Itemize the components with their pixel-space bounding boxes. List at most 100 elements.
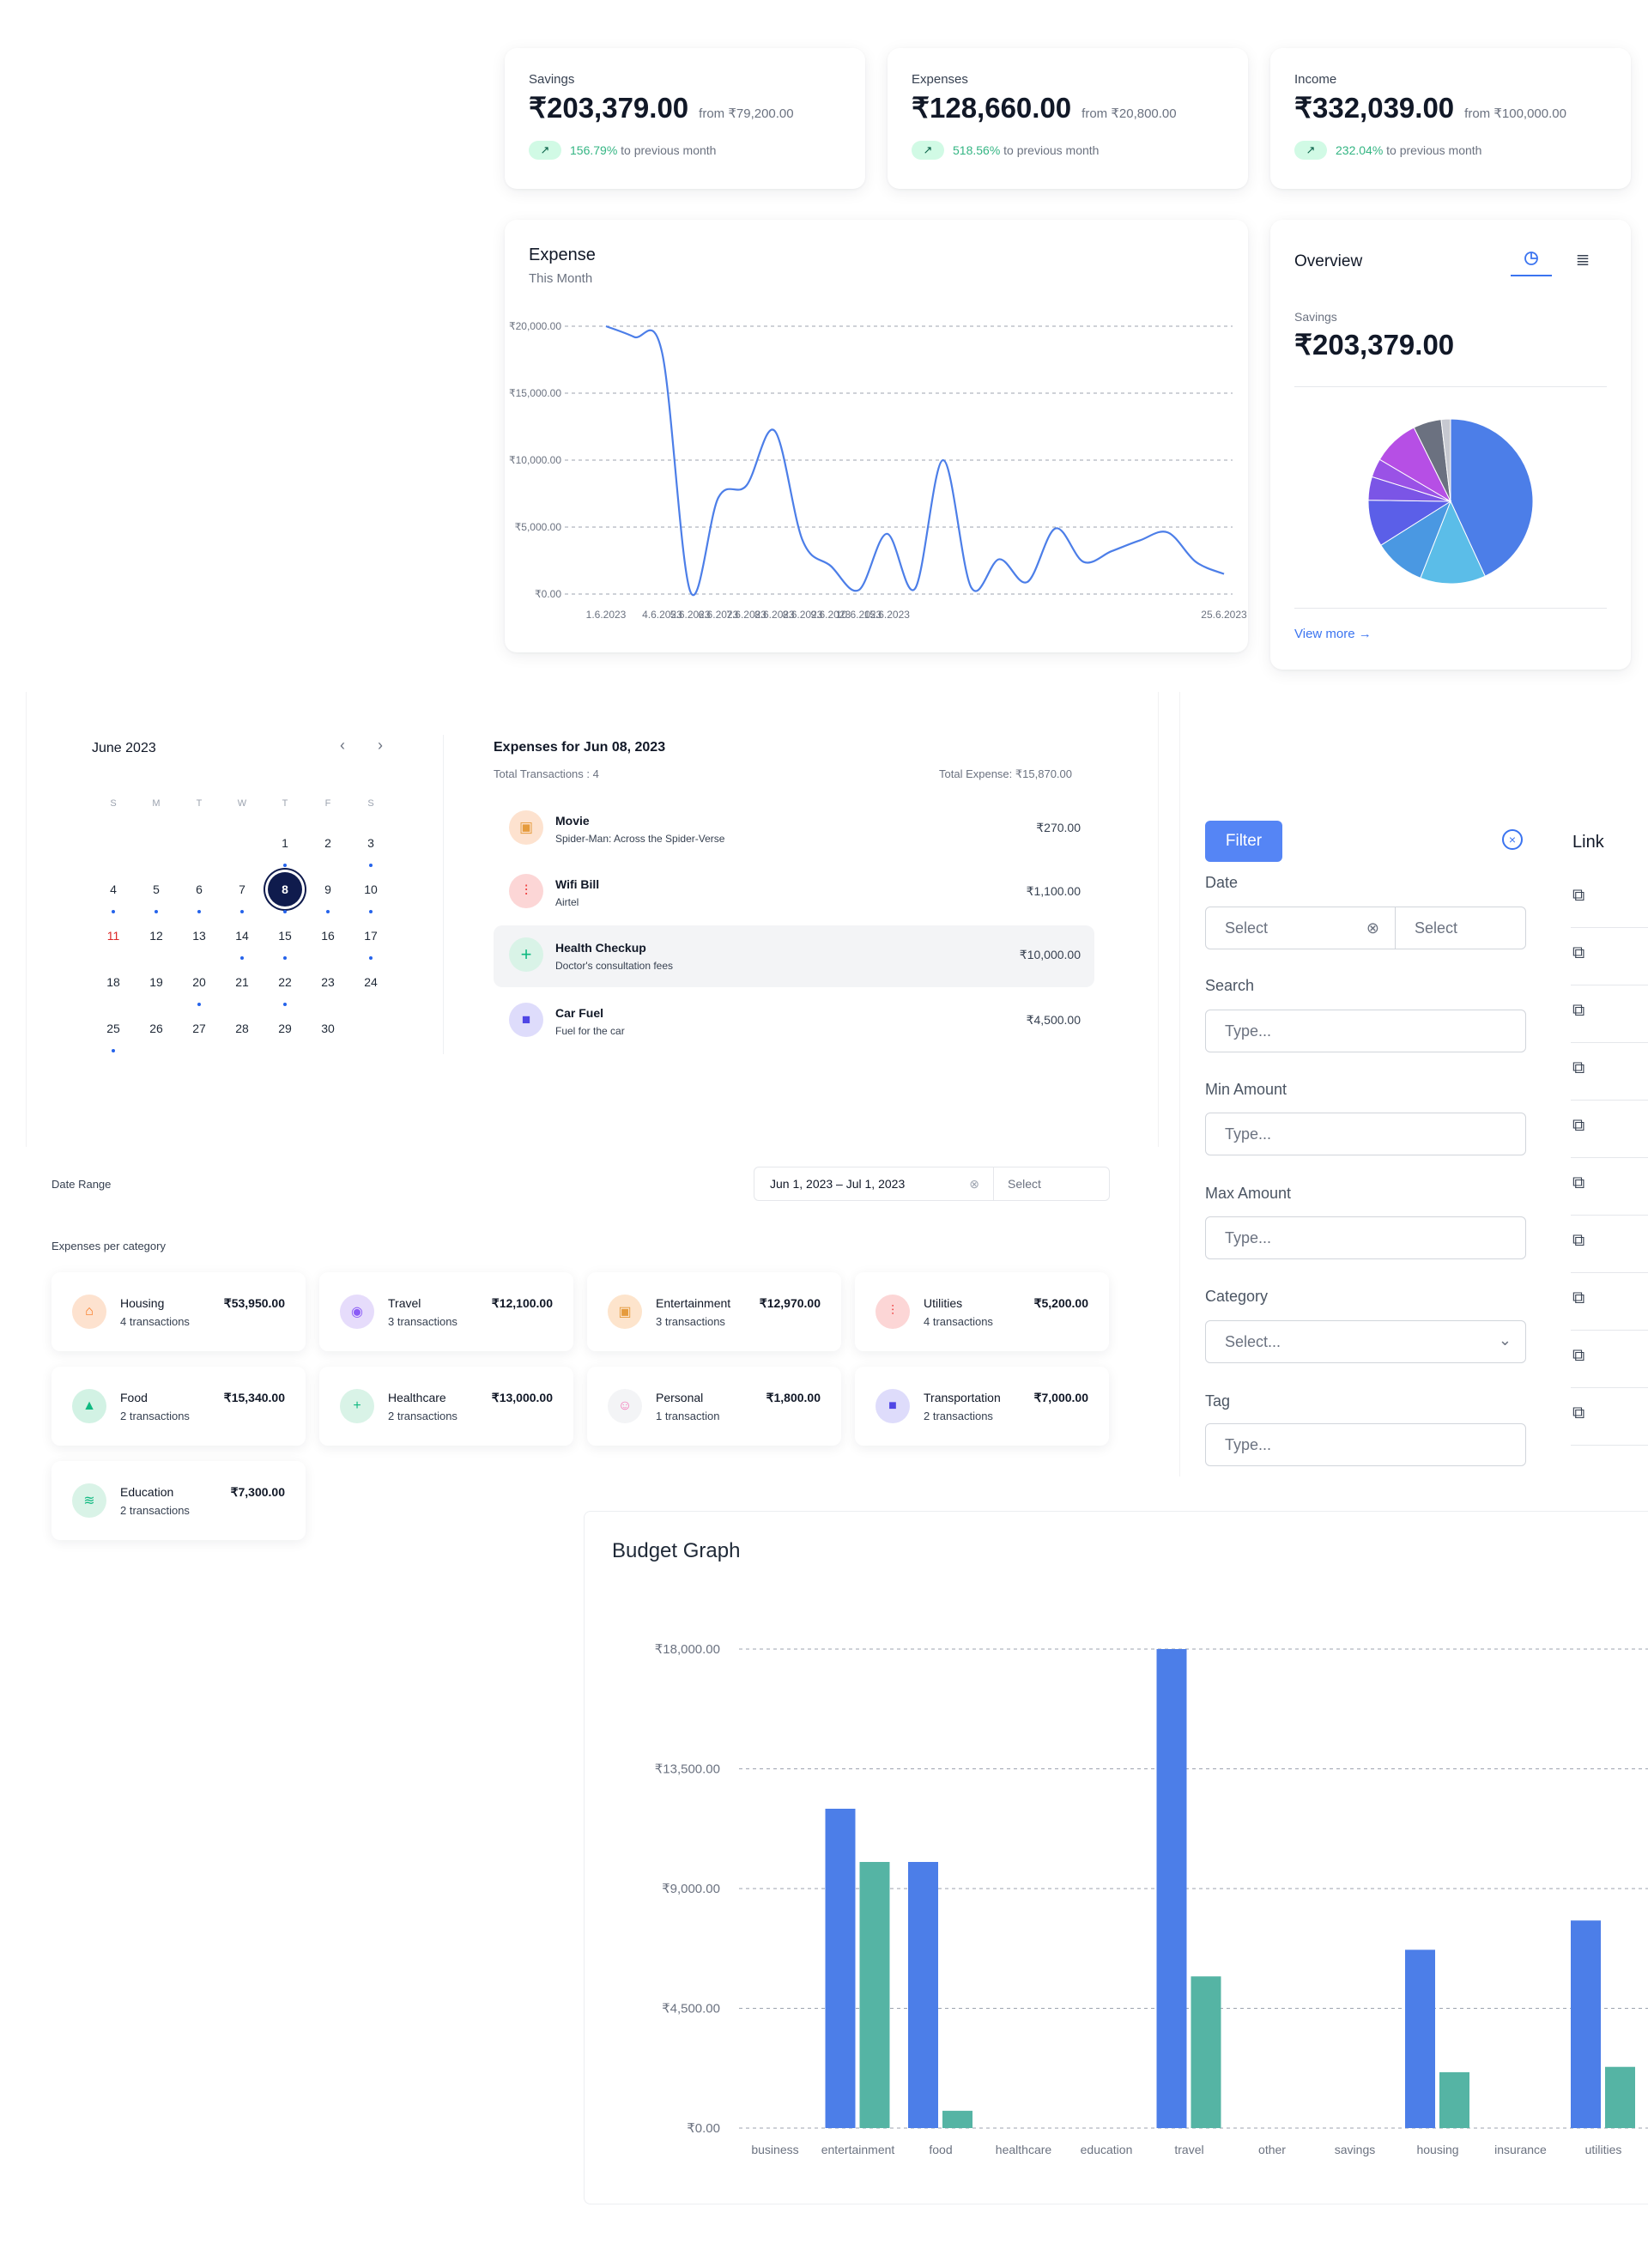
transaction-row[interactable]: ⫶ Wifi Bill Airtel ₹1,100.00 xyxy=(494,862,1094,922)
calendar-day[interactable]: 22 xyxy=(278,975,292,989)
calendar-day[interactable]: 15 xyxy=(278,929,292,943)
event-dot xyxy=(369,864,373,867)
filter-button[interactable]: Filter xyxy=(1205,821,1282,862)
calendar-day[interactable]: 18 xyxy=(106,975,120,989)
tab-list[interactable]: ≣ xyxy=(1562,242,1603,276)
prev-month-button[interactable]: ‹ xyxy=(340,737,345,755)
date-start-select[interactable]: Select ⊗ xyxy=(1205,907,1396,949)
search-input[interactable]: Type... xyxy=(1205,1010,1526,1052)
date-end-select[interactable]: Select xyxy=(1395,907,1526,949)
calendar-day[interactable]: 5 xyxy=(153,882,160,896)
category-card[interactable]: ▣ Entertainment 3 transactions ₹12,970.00 xyxy=(587,1272,841,1351)
external-link-icon[interactable]: ⧉ xyxy=(1572,1116,1585,1135)
calendar-day[interactable]: 26 xyxy=(149,1022,163,1035)
category-select[interactable]: Select... ⌄ xyxy=(1205,1320,1526,1363)
next-month-button[interactable]: › xyxy=(378,737,383,755)
clear-icon[interactable]: ⊗ xyxy=(1366,919,1379,937)
category-card[interactable]: ⫶ Utilities 4 transactions ₹5,200.00 xyxy=(855,1272,1109,1351)
calendar-day[interactable]: 7 xyxy=(239,882,245,896)
external-link-icon[interactable]: ⧉ xyxy=(1572,1173,1585,1192)
x-tick-label: utilities xyxy=(1585,2143,1622,2156)
calendar-day[interactable]: 23 xyxy=(321,975,335,989)
calendar-day[interactable]: 2 xyxy=(324,836,331,850)
divider xyxy=(1571,1445,1648,1446)
calendar-day[interactable]: 11 xyxy=(106,929,120,943)
stat-from: from ₹20,800.00 xyxy=(1082,106,1177,121)
category-card[interactable]: + Healthcare 2 transactions ₹13,000.00 xyxy=(319,1367,573,1446)
external-link-icon[interactable]: ⧉ xyxy=(1572,1289,1585,1307)
calendar-day[interactable]: 29 xyxy=(278,1022,292,1035)
category-card[interactable]: ☺ Personal 1 transaction ₹1,800.00 xyxy=(587,1367,841,1446)
film-icon: ▣ xyxy=(608,1295,642,1329)
stat-label: Expenses xyxy=(912,72,968,87)
calendar-day[interactable]: 1 xyxy=(282,836,288,850)
divider xyxy=(1571,927,1648,928)
calendar-day[interactable]: 3 xyxy=(367,836,374,850)
category-card[interactable]: ◉ Travel 3 transactions ₹12,100.00 xyxy=(319,1272,573,1351)
calendar-day[interactable]: 25 xyxy=(106,1022,120,1035)
close-filter-button[interactable]: × xyxy=(1502,829,1523,850)
category-card[interactable]: ≋ Education 2 transactions ₹7,300.00 xyxy=(52,1461,306,1540)
calendar-day[interactable]: 27 xyxy=(192,1022,206,1035)
calendar-day[interactable]: 30 xyxy=(321,1022,335,1035)
calendar-day[interactable]: 4 xyxy=(110,882,117,896)
max-amount-input[interactable]: Type... xyxy=(1205,1216,1526,1259)
x-tick-label: 8.6.2023 xyxy=(783,609,823,621)
transaction-row[interactable]: + Health Checkup Doctor's consultation f… xyxy=(494,925,1094,987)
event-dot xyxy=(240,910,244,913)
calendar-day[interactable]: 13 xyxy=(192,929,206,943)
external-link-icon[interactable]: ⧉ xyxy=(1572,1058,1585,1077)
calendar-day[interactable]: 20 xyxy=(192,975,206,989)
transaction-row[interactable]: ▣ Movie Spider-Man: Across the Spider-Ve… xyxy=(494,798,1094,858)
x-tick-label: education xyxy=(1081,2143,1133,2156)
y-tick-label: ₹10,000.00 xyxy=(509,454,561,466)
external-link-icon[interactable]: ⧉ xyxy=(1572,943,1585,962)
tab-pie[interactable] xyxy=(1511,242,1552,276)
home-icon: ⌂ xyxy=(72,1295,106,1329)
external-link-icon[interactable]: ⧉ xyxy=(1572,1346,1585,1365)
transactions-total: Total Expense: ₹15,870.00 xyxy=(939,767,1072,780)
category-count: 2 transactions xyxy=(388,1410,457,1422)
calendar-day[interactable]: 6 xyxy=(196,882,203,896)
calendar-day[interactable]: 21 xyxy=(235,975,249,989)
calendar-day[interactable]: 17 xyxy=(364,929,378,943)
transactions-count: Total Transactions : 4 xyxy=(494,767,599,780)
date-range-select[interactable]: Select xyxy=(993,1167,1110,1201)
date-range-input[interactable]: Jun 1, 2023 – Jul 1, 2023 ⊗ xyxy=(754,1167,994,1201)
transaction-row[interactable]: ■ Car Fuel Fuel for the car ₹4,500.00 xyxy=(494,991,1094,1051)
category-card[interactable]: ■ Transportation 2 transactions ₹7,000.00 xyxy=(855,1367,1109,1446)
calendar-day[interactable]: 14 xyxy=(235,929,249,943)
weekday-label: T xyxy=(196,798,203,809)
calendar-day[interactable]: 9 xyxy=(324,882,331,896)
utility-icon: ⫶ xyxy=(876,1295,910,1329)
event-dot xyxy=(326,910,330,913)
category-amount: ₹12,970.00 xyxy=(759,1296,821,1310)
calendar-day[interactable]: 28 xyxy=(235,1022,249,1035)
external-link-icon[interactable]: ⧉ xyxy=(1572,1001,1585,1020)
view-more-link[interactable]: View more → xyxy=(1294,627,1372,641)
external-link-icon[interactable]: ⧉ xyxy=(1572,886,1585,905)
min-amount-label: Min Amount xyxy=(1205,1081,1288,1098)
budget-card: Budget Graph ₹0.00 ₹4,500.00 ₹9,000.00 ₹13,… xyxy=(584,1511,1648,2204)
calendar-day[interactable]: 10 xyxy=(364,882,378,896)
category-card[interactable]: ⌂ Housing 4 transactions ₹53,950.00 xyxy=(52,1272,306,1351)
tag-input[interactable]: Type... xyxy=(1205,1423,1526,1466)
calendar-day[interactable]: 19 xyxy=(149,975,163,989)
y-tick-label: ₹13,500.00 xyxy=(655,1762,720,1777)
x-tick-label: 4.6.2023 xyxy=(642,609,682,621)
external-link-icon[interactable]: ⧉ xyxy=(1572,1404,1585,1422)
category-amount: ₹5,200.00 xyxy=(1033,1296,1088,1310)
transaction-sub: Doctor's consultation fees xyxy=(555,960,674,972)
calendar-day[interactable]: 24 xyxy=(364,975,378,989)
external-link-icon[interactable]: ⧉ xyxy=(1572,1231,1585,1250)
category-name: Education xyxy=(120,1485,174,1499)
calendar-day[interactable]: 12 xyxy=(149,929,163,943)
divider xyxy=(1571,1157,1648,1158)
transaction-title: Wifi Bill xyxy=(555,877,600,891)
clear-icon[interactable]: ⊗ xyxy=(969,1177,979,1191)
min-amount-input[interactable]: Type... xyxy=(1205,1113,1526,1155)
calendar-day[interactable]: 8 xyxy=(268,872,302,907)
category-card[interactable]: ▲ Food 2 transactions ₹15,340.00 xyxy=(52,1367,306,1446)
transaction-sub: Fuel for the car xyxy=(555,1025,625,1037)
calendar-day[interactable]: 16 xyxy=(321,929,335,943)
